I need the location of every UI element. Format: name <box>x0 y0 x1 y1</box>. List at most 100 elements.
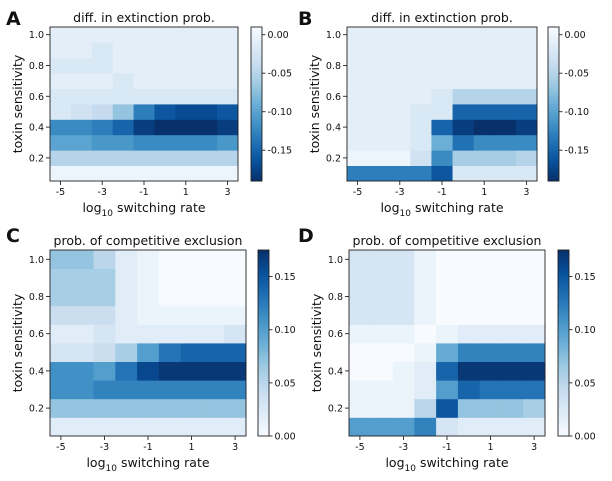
colorbar-segment <box>558 361 569 366</box>
y-axis-label: toxin sensitivity <box>307 54 322 153</box>
heatmap-cell <box>368 88 390 105</box>
colorbar-segment <box>558 386 569 390</box>
colorbar-segment <box>548 75 559 79</box>
colorbar-segment <box>548 109 559 113</box>
heatmap-cell <box>349 250 372 269</box>
heatmap-cell <box>202 343 225 362</box>
colorbar-segment <box>548 142 559 146</box>
heatmap-cell <box>93 343 116 362</box>
heatmap-cell <box>452 165 475 182</box>
heatmap-cell <box>494 27 517 43</box>
heatmap-cell <box>158 250 182 269</box>
panel-letter: A <box>6 8 21 30</box>
colorbar-segment <box>558 398 569 403</box>
heatmap-cell <box>479 250 502 269</box>
colorbar-segment <box>548 70 559 74</box>
colorbar-segment <box>258 312 269 316</box>
colorbar-segment <box>558 305 569 310</box>
heatmap-cell <box>217 104 239 120</box>
heatmap-cell <box>392 343 415 362</box>
colorbar: 0.00 -0.05 -0.10 -0.15 <box>547 26 590 182</box>
colorbar-segment <box>548 34 559 38</box>
heatmap-cell <box>389 42 411 59</box>
y-tick-label: 1.0 <box>29 30 44 41</box>
y-tick-label: 0.6 <box>326 92 341 103</box>
x-tick-label: -5 <box>353 187 362 198</box>
heatmap-cell <box>224 305 247 325</box>
heatmap-cell <box>133 73 155 89</box>
colorbar-segment <box>548 147 559 151</box>
colorbar-segment <box>258 296 269 301</box>
colorbar-segment <box>558 290 569 294</box>
colorbar-segment <box>258 420 269 425</box>
colorbar-segment <box>558 324 569 328</box>
heatmap-cell <box>479 417 502 437</box>
heatmap-cell <box>112 27 134 43</box>
heatmap-cell <box>202 250 225 269</box>
heatmap-cell <box>368 57 390 74</box>
heatmap-cell <box>349 417 372 437</box>
colorbar-segment <box>548 163 559 167</box>
heatmap-cell <box>137 268 160 288</box>
heatmap-cell <box>158 268 182 288</box>
heatmap-cell <box>158 305 182 325</box>
y-axis-label: toxin sensitivity <box>10 293 25 392</box>
heatmap-cell <box>202 287 225 307</box>
heatmap-cell <box>436 287 459 307</box>
heatmap-cell <box>175 88 197 105</box>
heatmap-cell <box>50 57 72 74</box>
heatmap-cell <box>523 250 546 269</box>
colorbar-segment <box>558 321 569 325</box>
heatmap-cell <box>202 361 225 381</box>
colorbar-segment <box>558 281 569 285</box>
heatmap-cell <box>452 150 475 166</box>
heatmap-cell <box>115 361 138 381</box>
colorbar-frame <box>257 249 270 437</box>
heatmap-cell <box>431 119 453 136</box>
heatmap-cell <box>196 104 218 120</box>
heatmap-cell <box>410 119 432 136</box>
colorbar-segment <box>258 302 269 307</box>
heatmap-cell <box>436 324 459 344</box>
x-tick-label: -1 <box>139 187 148 198</box>
colorbar-segment <box>258 386 269 390</box>
heatmap-cell <box>515 57 538 74</box>
colorbar-segment <box>548 150 559 154</box>
heatmap-cell <box>494 165 517 182</box>
colorbar-segment <box>251 65 262 69</box>
y-tick-label: 1.0 <box>328 255 343 266</box>
heatmap-cell <box>494 88 517 105</box>
colorbar-segment <box>251 119 262 123</box>
heatmap-cell <box>158 380 182 400</box>
heatmap-cell <box>70 104 93 120</box>
heatmap-cell <box>154 119 176 136</box>
colorbar-segment <box>251 155 262 159</box>
colorbar: 0.15 0.10 0.05 0.00 <box>257 249 296 443</box>
colorbar-segment <box>258 405 269 409</box>
heatmap-cell <box>70 150 93 166</box>
colorbar-segment <box>251 124 262 128</box>
colorbar-segment <box>258 284 269 288</box>
colorbar-segment <box>548 101 559 105</box>
colorbar-tick-label: -0.05 <box>565 69 590 80</box>
colorbar-segment <box>558 374 569 378</box>
colorbar-tick-label: -0.15 <box>268 146 293 157</box>
heatmap-cell <box>370 361 393 381</box>
x-tick-label: -3 <box>395 187 404 198</box>
colorbar-segment <box>258 327 269 332</box>
heatmap-cell <box>392 305 415 325</box>
heatmap-cell <box>457 417 481 437</box>
colorbar-tick-label: 0.00 <box>275 432 296 443</box>
colorbar-segment <box>251 57 262 61</box>
colorbar-segment <box>548 55 559 59</box>
heatmap-cell <box>494 134 517 151</box>
colorbar-segment <box>548 152 559 156</box>
colorbar-segment <box>548 145 559 149</box>
heatmap-cell <box>414 361 437 381</box>
heatmap-cell <box>196 119 218 136</box>
colorbar-segment <box>558 364 569 369</box>
colorbar-tick-label: 0.05 <box>575 378 596 389</box>
heatmap-cell <box>224 361 247 381</box>
heatmap-cell <box>523 324 546 344</box>
colorbar-segment <box>258 414 269 418</box>
